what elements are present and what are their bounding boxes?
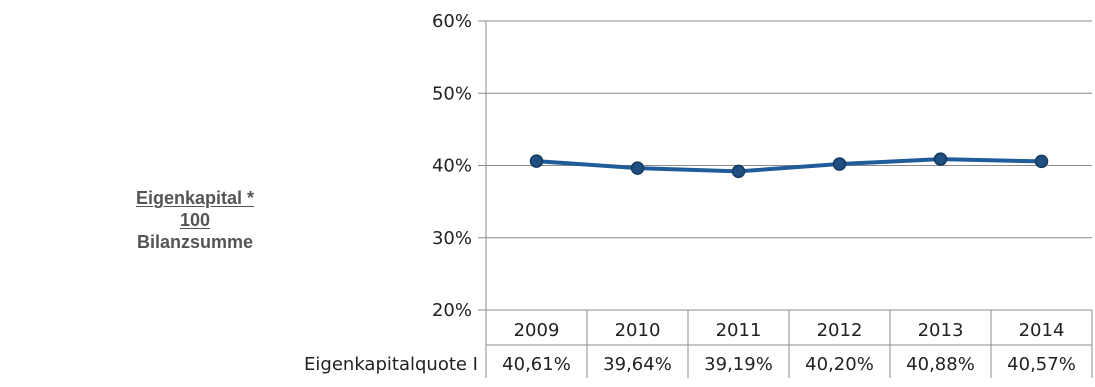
data-point-marker xyxy=(832,157,847,171)
x-category-label: 2009 xyxy=(514,320,560,341)
data-value-label: 40,88% xyxy=(906,354,975,375)
formula-denominator: Bilanzsumme xyxy=(136,232,254,252)
data-value-label: 40,61% xyxy=(502,354,571,375)
data-point-marker xyxy=(933,152,948,166)
data-value-label: 39,64% xyxy=(603,354,672,375)
data-table: 2009 2010 2011 2012 2013 2014 Eigenkapitalquot… xyxy=(304,310,1093,378)
data-value-label: 40,57% xyxy=(1007,354,1076,375)
x-category-label: 2011 xyxy=(716,320,762,341)
data-point-marker xyxy=(1034,154,1049,169)
series-line-group xyxy=(529,152,1049,179)
table-row-label: Eigenkapitalquote I xyxy=(304,354,478,375)
y-tick-label: 40% xyxy=(432,156,472,177)
y-tick-label: 20% xyxy=(432,300,472,321)
gridlines xyxy=(478,20,1092,311)
formula-label: Eigenkapital * 100 Bilanzsumme xyxy=(120,187,270,253)
data-point-marker xyxy=(731,164,746,179)
x-category-label: 2012 xyxy=(817,320,863,341)
y-tick-label: 30% xyxy=(432,228,472,249)
x-category-label: 2014 xyxy=(1019,320,1065,341)
data-value-label: 39,19% xyxy=(704,354,773,375)
data-point-marker xyxy=(630,161,645,175)
series-line xyxy=(536,157,1042,174)
data-value-label: 40,20% xyxy=(805,354,874,375)
y-tick-label: 50% xyxy=(432,83,472,104)
x-category-label: 2013 xyxy=(918,320,964,341)
y-axis: 20% 30% 40% 50% 60% xyxy=(432,11,487,378)
y-tick-label: 60% xyxy=(432,11,472,32)
x-category-label: 2010 xyxy=(615,320,661,341)
data-point-marker xyxy=(529,154,544,168)
formula-numerator: Eigenkapital * 100 xyxy=(135,188,255,230)
